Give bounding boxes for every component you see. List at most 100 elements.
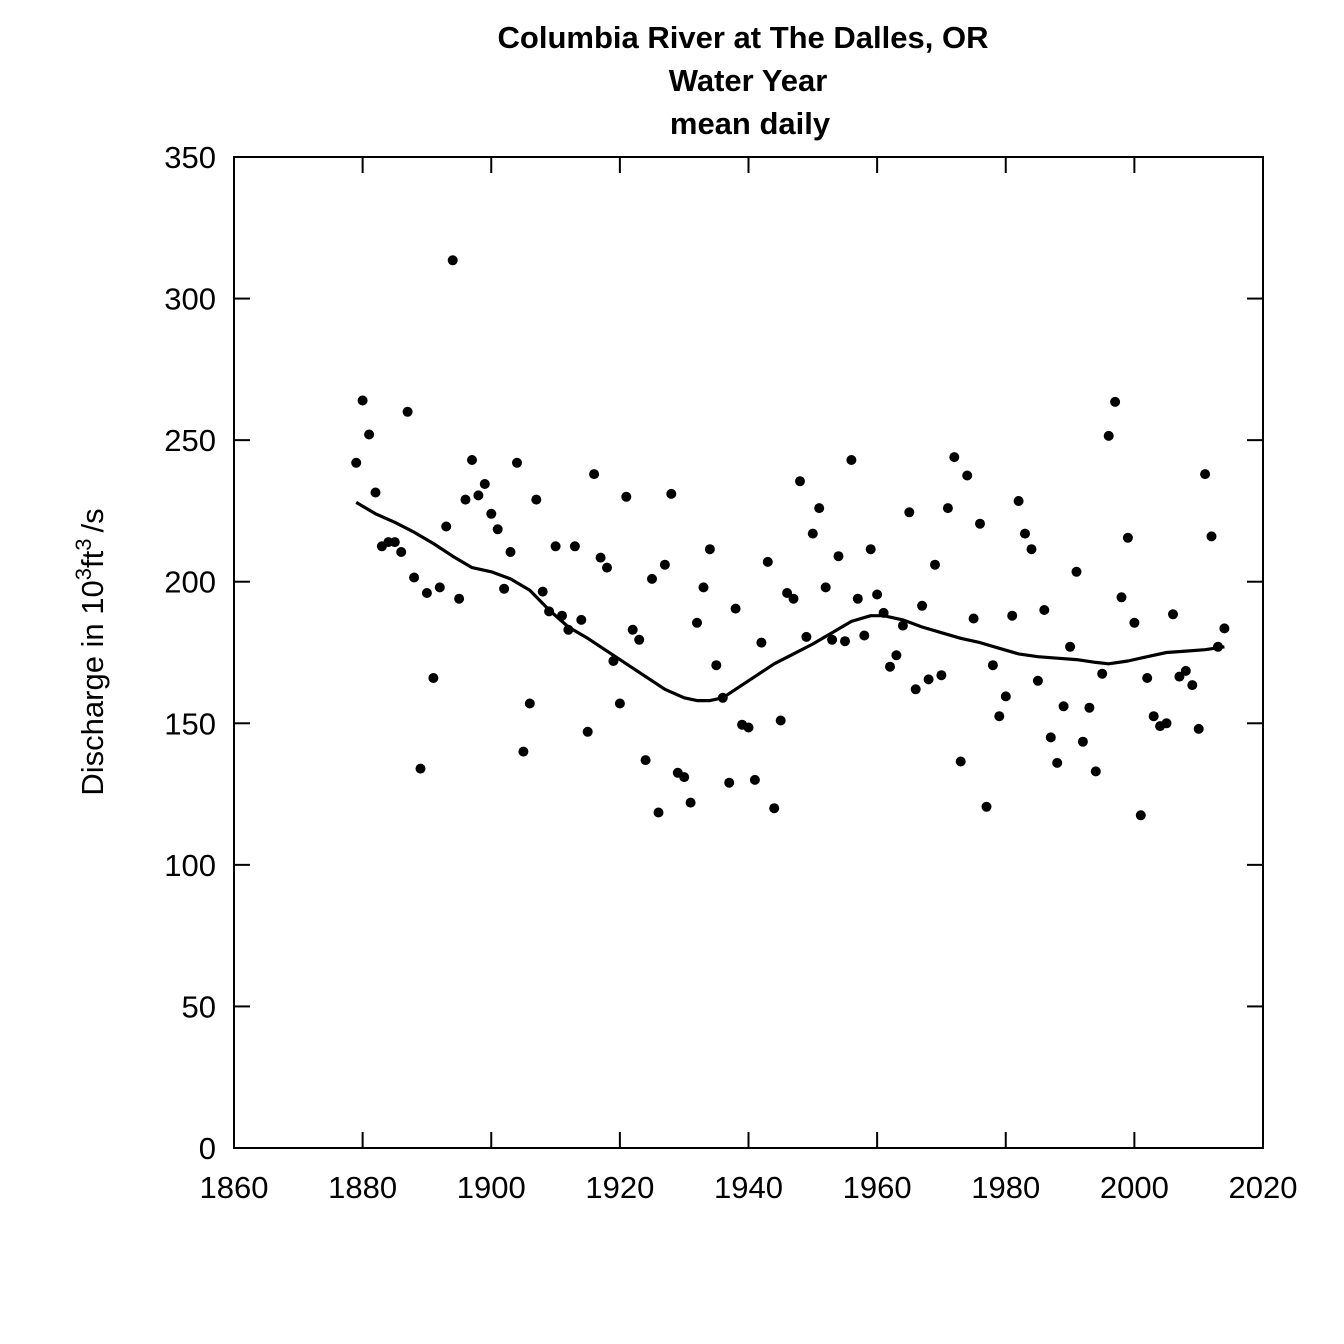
data-point: [557, 610, 567, 621]
x-tick-label: 1920: [585, 1170, 654, 1205]
data-point: [389, 537, 400, 548]
y-axis-label-unit: ft: [75, 550, 110, 568]
data-point: [795, 476, 805, 487]
data-point: [1174, 671, 1185, 682]
data-point: [878, 607, 889, 618]
x-tick-label: 1980: [971, 1170, 1040, 1205]
y-axis-label-prefix: Discharge in 10: [75, 580, 110, 795]
data-point: [1219, 623, 1230, 634]
data-point: [827, 634, 838, 645]
data-point: [685, 797, 696, 808]
data-point: [962, 470, 973, 481]
data-point: [582, 726, 593, 737]
data-points-layer: [351, 255, 1230, 821]
data-point: [1071, 566, 1082, 577]
x-tick-label: 1900: [457, 1170, 526, 1205]
data-point: [775, 715, 786, 726]
data-point: [1077, 736, 1088, 747]
data-point: [865, 544, 876, 555]
data-point: [987, 660, 998, 671]
y-axis-label-suffix: /s: [75, 508, 110, 532]
data-point: [512, 457, 522, 468]
data-point: [653, 807, 664, 818]
data-point: [1000, 691, 1011, 702]
data-point: [1161, 718, 1172, 729]
data-point: [499, 583, 510, 594]
x-tick-label: 1880: [328, 1170, 397, 1205]
data-point: [1168, 609, 1178, 620]
data-point: [1116, 592, 1127, 603]
data-point: [1026, 544, 1037, 555]
data-point: [717, 692, 728, 703]
data-point: [505, 547, 516, 557]
data-point: [544, 606, 555, 617]
data-point: [679, 772, 690, 783]
data-point: [1052, 757, 1063, 768]
data-point: [1097, 668, 1108, 679]
y-axis-label-exponent-2: 3: [71, 538, 96, 550]
x-tick-label: 1940: [714, 1170, 783, 1205]
chart-title-line-3: mean daily: [670, 106, 831, 141]
chart-title-line-1: Columbia River at The Dalles, OR: [498, 20, 989, 55]
data-point: [518, 746, 529, 757]
y-tick-label: 0: [199, 1131, 216, 1166]
data-point: [1020, 528, 1030, 539]
data-point: [859, 630, 870, 641]
data-point: [968, 613, 979, 624]
data-point: [872, 589, 883, 600]
data-point: [370, 487, 381, 498]
data-point: [434, 582, 445, 593]
data-point: [852, 593, 863, 604]
data-point: [524, 698, 535, 709]
data-point: [756, 637, 767, 648]
data-point: [897, 620, 908, 631]
data-point: [1110, 396, 1121, 407]
data-point: [357, 395, 368, 406]
chart-title-line-2: Water Year: [669, 63, 828, 98]
x-tick-label: 1860: [200, 1170, 269, 1205]
data-point: [634, 634, 645, 645]
data-point: [1142, 673, 1153, 683]
data-point: [460, 494, 471, 505]
data-point: [724, 777, 735, 788]
data-point: [975, 518, 985, 529]
data-point: [647, 573, 657, 584]
data-point: [1135, 810, 1146, 821]
data-point: [351, 457, 362, 468]
x-tick-label: 1960: [843, 1170, 912, 1205]
data-point: [409, 572, 420, 583]
data-point: [801, 631, 812, 642]
data-point: [428, 673, 439, 683]
data-point: [704, 544, 715, 555]
data-point: [743, 722, 754, 733]
data-point: [550, 541, 561, 552]
data-point: [1122, 532, 1133, 543]
data-point: [994, 711, 1005, 722]
data-point: [1039, 605, 1050, 615]
data-point: [614, 698, 625, 709]
data-point: [730, 603, 741, 614]
data-point: [1213, 641, 1223, 652]
data-point: [923, 674, 934, 685]
data-point: [1032, 675, 1043, 686]
data-point: [627, 624, 638, 635]
data-point: [1090, 766, 1101, 777]
data-point: [608, 656, 619, 666]
data-point: [1180, 665, 1191, 676]
data-point: [692, 617, 702, 628]
y-tick-label: 100: [164, 848, 216, 883]
y-tick-label: 200: [164, 565, 216, 600]
data-point: [1193, 723, 1204, 734]
data-point: [833, 551, 844, 562]
data-point: [602, 562, 612, 573]
data-point: [364, 429, 375, 440]
data-point: [492, 524, 503, 535]
data-point: [1084, 702, 1095, 713]
data-point: [769, 803, 780, 814]
data-point: [576, 614, 587, 625]
data-point: [659, 559, 670, 570]
data-point: [396, 547, 407, 557]
y-tick-label: 50: [182, 989, 216, 1024]
data-point: [1007, 610, 1018, 621]
